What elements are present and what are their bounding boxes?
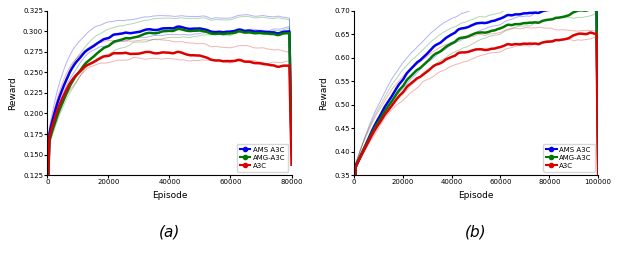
AMG-A3C	[58, 102, 66, 105]
AMS A3C	[458, 27, 465, 30]
AMG-A3C	[175, 27, 182, 30]
AMG-A3C	[541, 19, 548, 22]
A3C	[186, 54, 193, 57]
AMS A3C	[545, 8, 552, 11]
A3C	[254, 62, 262, 65]
A3C	[458, 51, 465, 54]
X-axis label: Episode: Episode	[152, 191, 187, 200]
AMG-A3C	[200, 30, 207, 33]
Legend: AMS A3C, AMG-A3C, A3C: AMS A3C, AMG-A3C, A3C	[544, 144, 595, 172]
A3C	[518, 42, 525, 45]
Line: AMS A3C: AMS A3C	[47, 27, 291, 204]
AMG-A3C	[545, 18, 552, 21]
A3C	[375, 122, 383, 125]
A3C	[350, 247, 358, 250]
AMG-A3C	[449, 42, 456, 45]
X-axis label: Episode: Episode	[458, 191, 494, 200]
AMS A3C	[186, 27, 193, 30]
AMS A3C	[587, 0, 595, 1]
Line: AMG-A3C: AMG-A3C	[47, 29, 291, 207]
AMS A3C	[192, 27, 200, 30]
AMG-A3C	[587, 7, 595, 11]
Y-axis label: Reward: Reward	[8, 76, 17, 110]
Line: AMG-A3C: AMG-A3C	[354, 9, 598, 248]
AMG-A3C	[186, 29, 193, 33]
Line: AMS A3C: AMS A3C	[354, 0, 598, 249]
AMS A3C	[58, 88, 66, 91]
A3C	[545, 40, 552, 43]
AMS A3C	[595, 157, 602, 160]
AMG-A3C	[229, 31, 237, 35]
A3C	[192, 54, 200, 57]
Line: A3C: A3C	[47, 52, 291, 206]
A3C	[587, 31, 595, 34]
A3C	[229, 60, 237, 63]
AMG-A3C	[254, 31, 262, 35]
A3C	[288, 163, 295, 166]
AMG-A3C	[595, 162, 602, 165]
A3C	[541, 41, 548, 44]
AMS A3C	[449, 32, 456, 35]
AMS A3C	[175, 25, 182, 28]
AMG-A3C	[458, 36, 465, 39]
AMS A3C	[375, 116, 383, 119]
AMS A3C	[200, 28, 207, 31]
Y-axis label: Reward: Reward	[319, 76, 329, 110]
A3C	[58, 97, 66, 100]
AMG-A3C	[192, 29, 200, 32]
AMS A3C	[288, 145, 295, 148]
AMG-A3C	[518, 22, 525, 25]
AMG-A3C	[288, 146, 295, 149]
AMG-A3C	[375, 120, 383, 123]
A3C	[43, 204, 51, 207]
A3C	[449, 55, 456, 58]
AMS A3C	[541, 9, 548, 12]
Text: (a): (a)	[159, 224, 180, 239]
AMS A3C	[518, 12, 525, 15]
Text: (b): (b)	[465, 224, 487, 239]
AMS A3C	[350, 247, 358, 251]
A3C	[595, 175, 602, 178]
AMG-A3C	[43, 206, 51, 209]
A3C	[144, 50, 152, 53]
Legend: AMS A3C, AMG-A3C, A3C: AMS A3C, AMG-A3C, A3C	[237, 144, 288, 172]
AMS A3C	[254, 30, 262, 33]
AMS A3C	[43, 202, 51, 205]
A3C	[200, 55, 207, 58]
AMS A3C	[229, 30, 237, 33]
AMG-A3C	[350, 246, 358, 249]
Line: A3C: A3C	[354, 33, 598, 248]
